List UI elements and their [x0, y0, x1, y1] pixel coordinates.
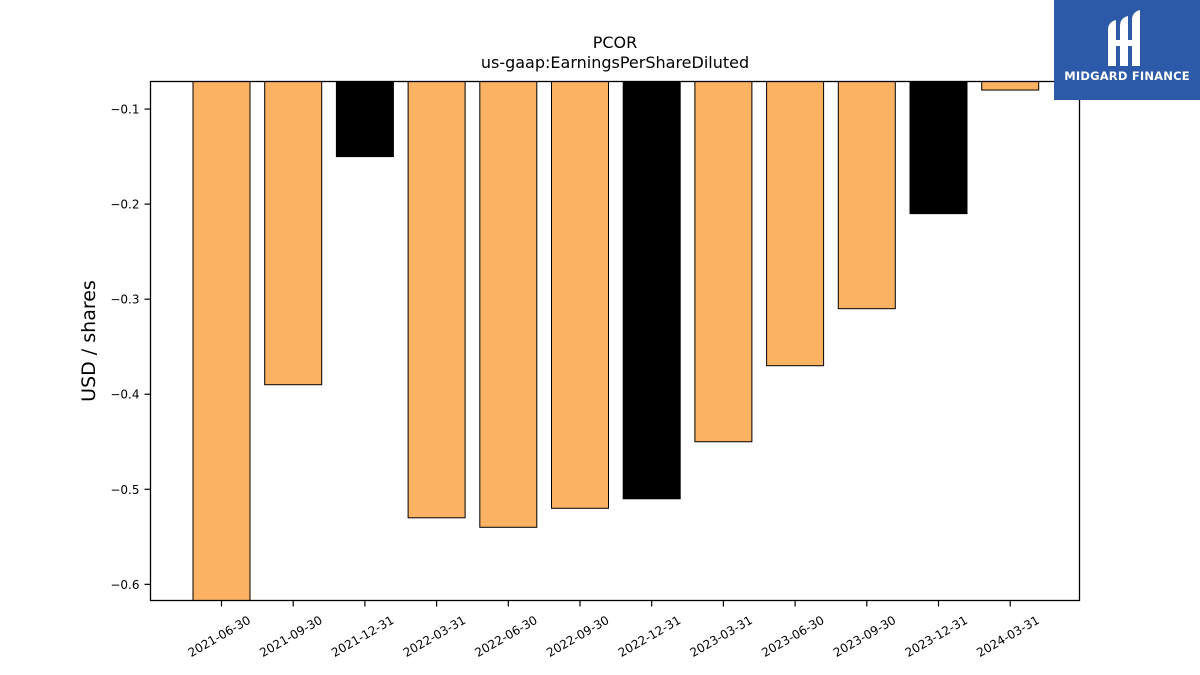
plot-frame [149, 80, 1081, 602]
bar-2023-12-31 [909, 81, 968, 215]
bar-2022-03-31 [407, 81, 466, 519]
x-tick-label: 2023-12-31 [903, 613, 970, 660]
x-tick-label: 2023-09-30 [831, 613, 898, 660]
chart-subtitle: us-gaap:EarningsPerShareDiluted [481, 53, 749, 72]
bar-2021-06-30 [192, 81, 251, 601]
y-axis-label: USD / shares [78, 280, 100, 402]
x-tick-label: 2021-06-30 [186, 613, 253, 660]
x-tick-label: 2022-12-31 [616, 613, 683, 660]
x-tick-label: 2021-12-31 [329, 613, 396, 660]
x-tick-label: 2022-09-30 [544, 613, 611, 660]
bar-2022-06-30 [479, 81, 538, 528]
y-tick-label: −0.4 [110, 388, 139, 402]
x-tick-label: 2022-06-30 [472, 613, 539, 660]
bar-2023-06-30 [766, 81, 825, 367]
midgard-logo-icon [1108, 10, 1140, 66]
brand-logo: MIDGARD FINANCE [1054, 0, 1200, 100]
x-tick-label: 2021-09-30 [257, 613, 324, 660]
y-tick-label: −0.1 [110, 103, 139, 117]
x-tick-label: 2023-03-31 [687, 613, 754, 660]
y-tick-label: −0.5 [110, 483, 139, 497]
bar-2023-03-31 [694, 81, 753, 443]
bar-2023-09-30 [837, 81, 896, 310]
y-tick-label: −0.2 [110, 198, 139, 212]
x-axis: 2021-06-30 2021-09-30 2021-12-31 2022-03-31… [186, 600, 1042, 660]
bar-2021-12-31 [335, 81, 394, 158]
brand-name: MIDGARD FINANCE [1064, 69, 1190, 83]
y-tick-label: −0.6 [110, 578, 139, 592]
bar-2024-03-31 [981, 81, 1040, 91]
bar-2022-09-30 [551, 81, 609, 509]
x-tick-label: 2024-03-31 [974, 613, 1041, 660]
bar-2022-12-31 [622, 81, 681, 500]
x-tick-label: 2023-06-30 [759, 613, 826, 660]
y-tick-label: −0.3 [110, 293, 139, 307]
bar-2021-09-30 [264, 81, 323, 386]
chart-title: PCOR [593, 33, 638, 52]
y-axis: −0.1 −0.2 −0.3 −0.4 −0.5 −0.6 [110, 103, 151, 592]
bars-group [192, 81, 1040, 601]
x-tick-label: 2022-03-31 [401, 613, 468, 660]
